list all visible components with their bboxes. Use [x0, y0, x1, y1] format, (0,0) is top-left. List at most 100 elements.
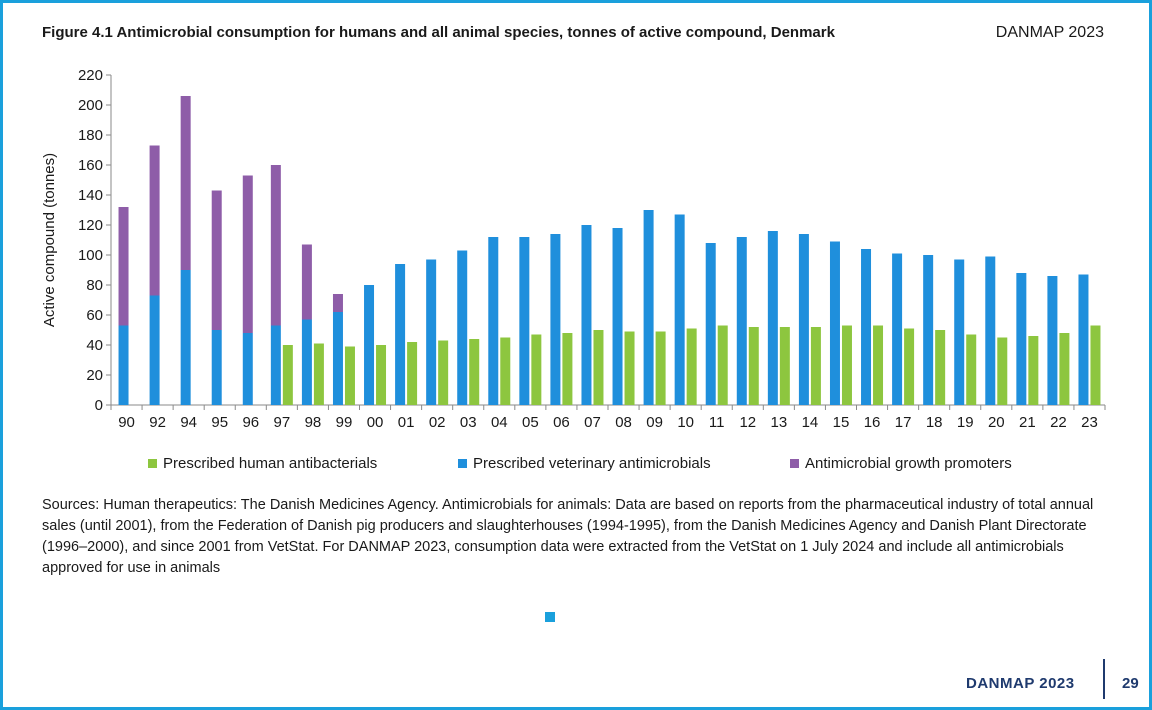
bar-human [376, 345, 387, 405]
bar-veterinary [457, 250, 468, 405]
legend-swatch-growth-promoters [790, 459, 799, 468]
bar-veterinary [550, 234, 561, 405]
bar-growth-promoters [211, 190, 222, 330]
y-tick-label: 160 [78, 157, 103, 174]
sources-note: Sources: Human therapeutics: The Danish … [42, 497, 1094, 576]
bar-veterinary [612, 228, 623, 405]
bar-human [717, 325, 728, 405]
bar-veterinary [674, 214, 685, 405]
x-tick-label: 04 [491, 414, 508, 431]
bar-veterinary [767, 231, 778, 405]
bar-human [344, 346, 355, 405]
x-tick-label: 98 [305, 414, 322, 431]
bar-veterinary [426, 259, 437, 405]
x-tick-label: 12 [739, 414, 756, 431]
bar-human [810, 327, 821, 405]
x-tick-label: 13 [771, 414, 788, 431]
bar-growth-promoters [301, 244, 312, 320]
y-tick-label: 100 [78, 247, 103, 264]
y-tick-label: 220 [78, 67, 103, 84]
figure-title: Figure 4.1 Antimicrobial consumption for… [42, 24, 835, 41]
legend-swatch-veterinary [458, 459, 467, 468]
x-tick-label: 21 [1019, 414, 1036, 431]
x-tick-label: 99 [336, 414, 353, 431]
bar-veterinary [301, 319, 312, 405]
bar-veterinary [488, 237, 499, 405]
bar-human [779, 327, 790, 405]
bar-growth-promoters [242, 175, 253, 333]
bar-human [438, 340, 449, 405]
x-tick-label: 11 [709, 414, 725, 431]
x-tick-label: 15 [833, 414, 850, 431]
legend-label-growth-promoters: Antimicrobial growth promoters [805, 455, 1012, 472]
page-number: 29 [1122, 675, 1139, 692]
x-tick-label: 03 [460, 414, 477, 431]
y-tick-label: 140 [78, 187, 103, 204]
bar-human [1059, 333, 1070, 405]
y-tick-label: 80 [86, 277, 103, 294]
bar-human [407, 342, 418, 405]
bar-veterinary [581, 225, 592, 405]
bar-veterinary [211, 330, 222, 405]
bar-veterinary [861, 249, 872, 405]
bar-veterinary [1016, 273, 1027, 405]
bar-veterinary [242, 333, 253, 405]
x-tick-label: 00 [367, 414, 384, 431]
bar-veterinary [270, 325, 281, 405]
x-tick-label: 08 [615, 414, 632, 431]
y-tick-label: 120 [78, 217, 103, 234]
x-tick-label: 23 [1081, 414, 1098, 431]
x-tick-label: 17 [895, 414, 912, 431]
bar-growth-promoters [332, 294, 343, 312]
y-tick-label: 200 [78, 97, 103, 114]
x-tick-label: 16 [864, 414, 881, 431]
bar-growth-promoters [270, 165, 281, 326]
bar-human [500, 337, 511, 405]
y-tick-label: 180 [78, 127, 103, 144]
bar-growth-promoters [180, 96, 191, 270]
bar-human [469, 339, 480, 405]
bar-growth-promoters [118, 207, 129, 326]
legend-label-veterinary: Prescribed veterinary antimicrobials [473, 455, 711, 472]
bar-veterinary [736, 237, 747, 405]
bar-veterinary [829, 241, 840, 405]
bar-veterinary [985, 256, 996, 405]
x-tick-label: 22 [1050, 414, 1067, 431]
bar-human [873, 325, 884, 405]
x-tick-label: 97 [274, 414, 291, 431]
x-tick-label: 02 [429, 414, 446, 431]
bar-veterinary [643, 210, 654, 405]
decorative-square [545, 612, 555, 622]
bar-veterinary [180, 270, 191, 405]
bar-human [966, 334, 977, 405]
bar-growth-promoters [149, 145, 160, 296]
x-tick-label: 96 [242, 414, 259, 431]
bar-human [624, 331, 635, 405]
bar-human [935, 330, 946, 405]
bar-human [686, 328, 697, 405]
y-tick-label: 60 [86, 307, 103, 324]
header-brand: DANMAP 2023 [995, 24, 1104, 41]
x-tick-label: 09 [646, 414, 663, 431]
bar-human [655, 331, 666, 405]
bar-veterinary [923, 255, 934, 405]
bar-human [313, 343, 324, 405]
y-tick-label: 0 [95, 397, 103, 414]
bar-human [997, 337, 1008, 405]
x-tick-label: 01 [398, 414, 415, 431]
x-tick-label: 20 [988, 414, 1005, 431]
x-tick-label: 05 [522, 414, 539, 431]
bar-veterinary [954, 259, 965, 405]
y-axis-label: Active compound (tonnes) [41, 153, 58, 327]
bar-veterinary [364, 285, 375, 405]
bar-veterinary [395, 264, 406, 405]
bar-human [904, 328, 915, 405]
x-tick-label: 90 [118, 414, 135, 431]
bar-veterinary [1047, 276, 1058, 405]
legend-item-growth-promoters: Antimicrobial growth promoters [790, 455, 1012, 472]
bar-human [593, 330, 604, 405]
x-tick-label: 10 [677, 414, 694, 431]
x-tick-label: 06 [553, 414, 570, 431]
legend-label-human: Prescribed human antibacterials [163, 455, 378, 472]
